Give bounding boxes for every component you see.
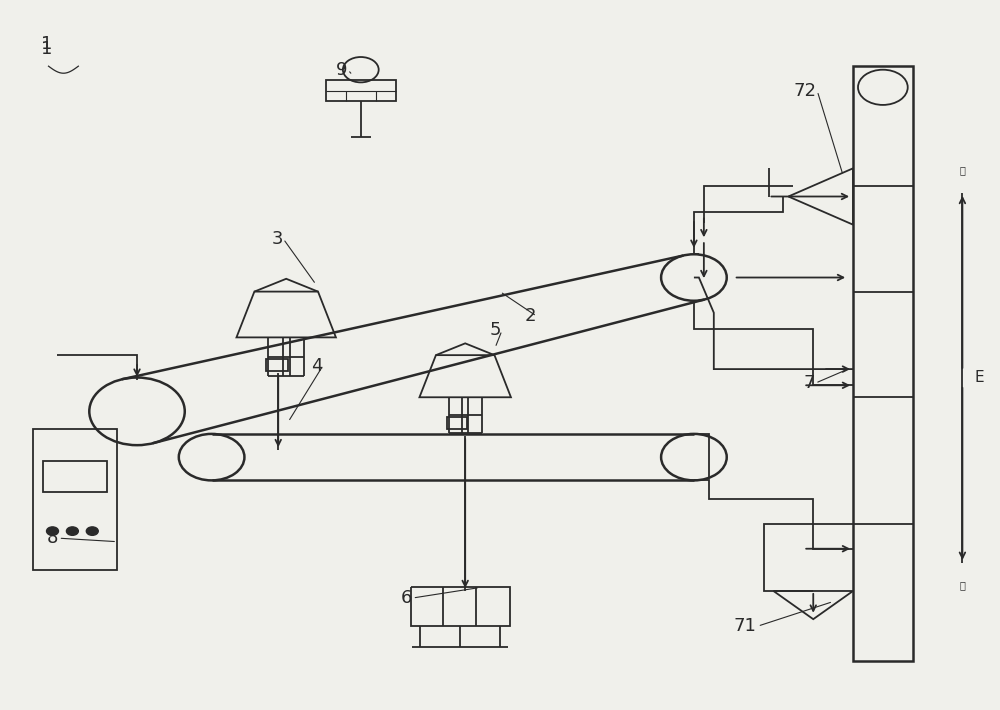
Text: E: E: [974, 371, 984, 386]
Circle shape: [86, 527, 98, 535]
Text: 9: 9: [336, 60, 347, 79]
Bar: [853, 66, 913, 662]
Text: 上: 上: [959, 165, 965, 175]
Text: 3: 3: [271, 230, 283, 248]
Text: 1: 1: [41, 35, 52, 53]
Text: 72: 72: [793, 82, 816, 100]
Text: 8: 8: [47, 529, 58, 547]
Text: 7: 7: [803, 374, 815, 392]
Text: 2: 2: [525, 307, 536, 325]
Bar: [43, 462, 107, 492]
Text: 下: 下: [959, 580, 965, 591]
Text: 5: 5: [490, 322, 502, 339]
Text: 1: 1: [41, 40, 52, 58]
Text: 71: 71: [734, 617, 757, 635]
Bar: [33, 429, 117, 570]
Text: 6: 6: [401, 589, 412, 607]
Text: 4: 4: [311, 356, 323, 375]
Bar: [326, 80, 396, 102]
Bar: [447, 417, 467, 429]
Circle shape: [47, 527, 58, 535]
Circle shape: [66, 527, 78, 535]
Bar: [266, 359, 288, 371]
